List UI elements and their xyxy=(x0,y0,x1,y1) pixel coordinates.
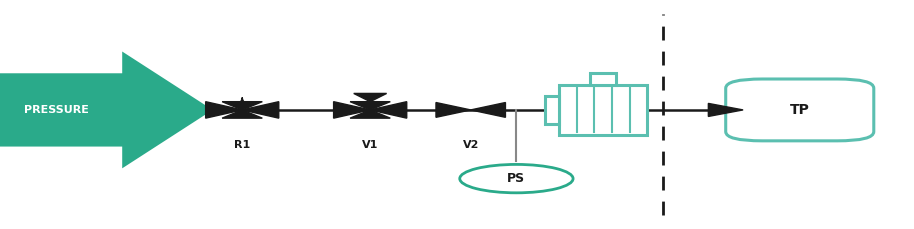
Polygon shape xyxy=(471,103,505,117)
Text: PS: PS xyxy=(507,172,526,185)
Text: V2: V2 xyxy=(462,140,479,150)
Text: R1: R1 xyxy=(234,140,250,150)
Polygon shape xyxy=(370,102,407,118)
Text: V1: V1 xyxy=(362,140,378,150)
Polygon shape xyxy=(354,93,387,102)
Polygon shape xyxy=(242,102,279,118)
FancyBboxPatch shape xyxy=(545,96,559,124)
Polygon shape xyxy=(222,110,262,118)
Text: PRESSURE: PRESSURE xyxy=(24,105,89,115)
Polygon shape xyxy=(350,102,390,110)
Polygon shape xyxy=(350,110,390,118)
Polygon shape xyxy=(334,102,370,118)
FancyBboxPatch shape xyxy=(559,85,647,135)
FancyBboxPatch shape xyxy=(590,73,616,85)
Text: TP: TP xyxy=(790,103,810,117)
FancyBboxPatch shape xyxy=(726,79,874,141)
Polygon shape xyxy=(0,52,213,168)
Polygon shape xyxy=(222,102,262,110)
Polygon shape xyxy=(206,102,242,118)
Polygon shape xyxy=(436,103,471,117)
Polygon shape xyxy=(708,104,743,116)
